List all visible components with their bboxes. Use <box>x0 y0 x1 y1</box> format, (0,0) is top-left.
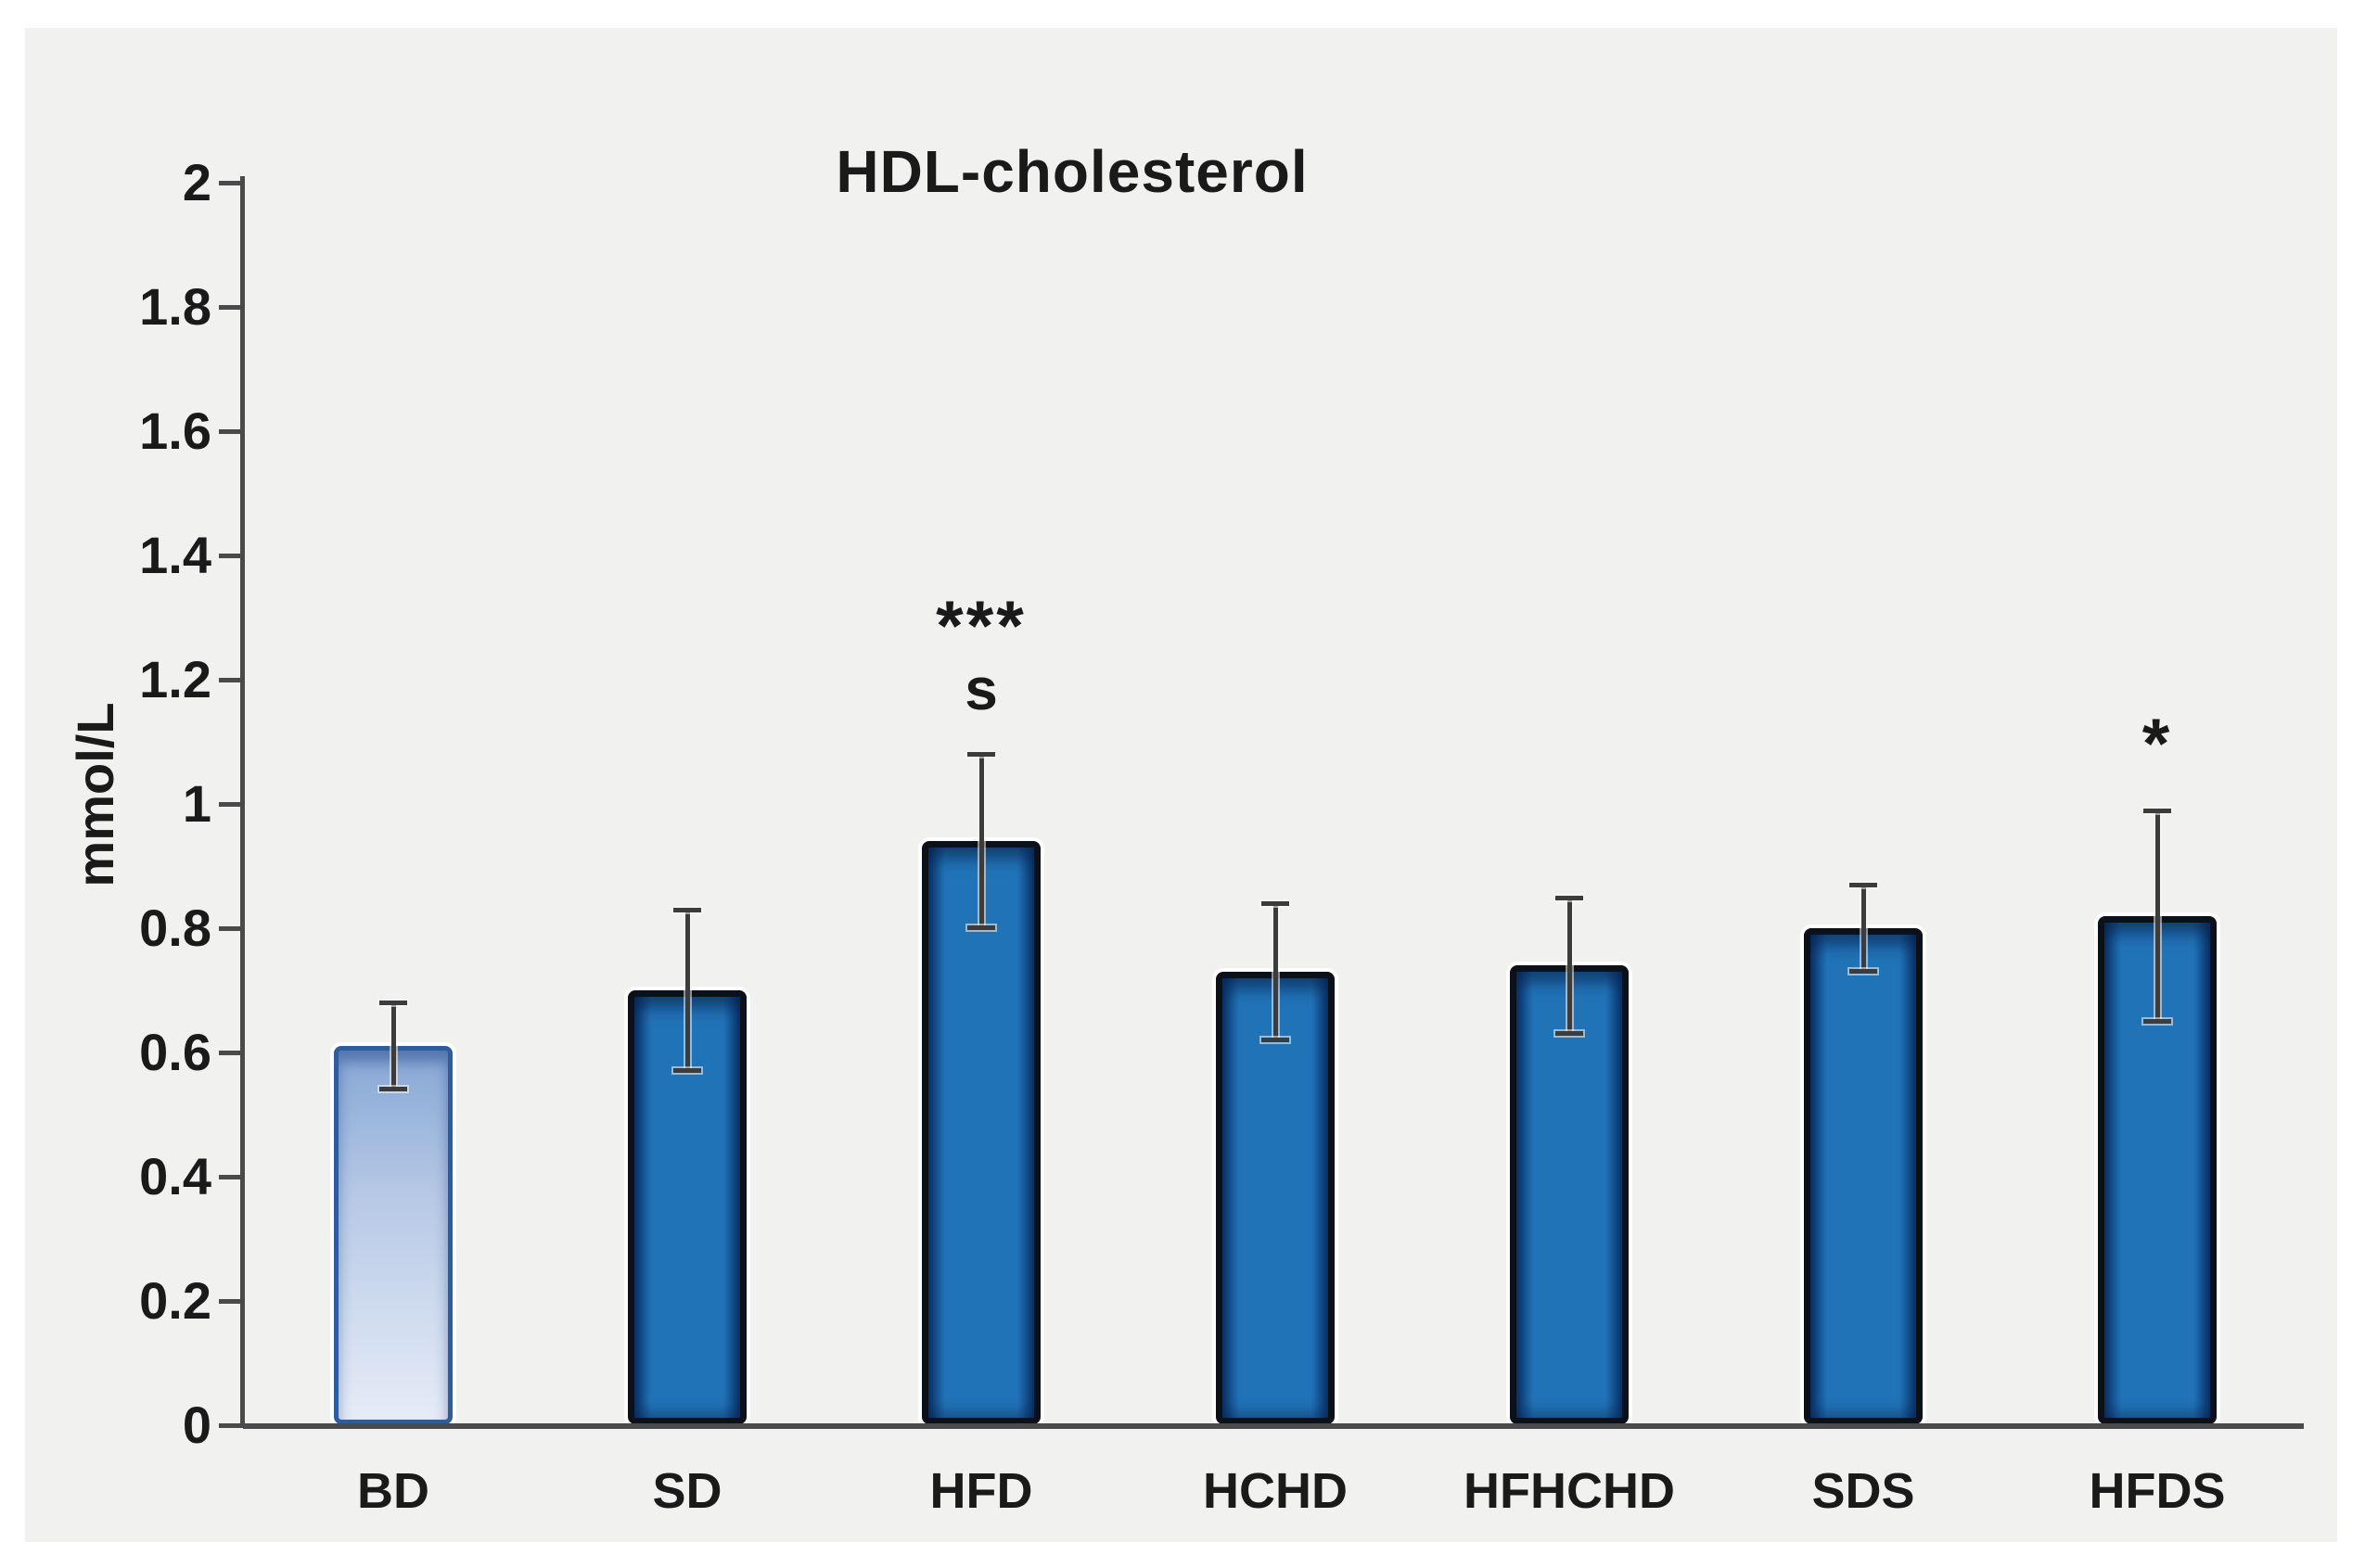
y-tick-label: 1.8 <box>139 277 211 336</box>
error-bar <box>1567 897 1572 1034</box>
y-tick-mark <box>219 554 243 558</box>
x-axis-label-hfds: HFDS <box>2089 1463 2226 1519</box>
error-bar <box>979 754 984 928</box>
y-tick-mark <box>219 1051 243 1055</box>
y-tick-label: 0 <box>182 1396 211 1454</box>
error-bar-top-cap <box>673 907 701 912</box>
x-axis-label-sd: SD <box>652 1463 722 1519</box>
error-bar-bottom-cap <box>1555 1030 1583 1036</box>
error-bar-top-cap <box>379 1001 407 1006</box>
y-tick-label: 1 <box>182 774 211 833</box>
error-bar-top-cap <box>1261 901 1289 907</box>
y-tick-mark <box>219 181 243 185</box>
y-tick-label: 1.2 <box>139 650 211 708</box>
error-bar-bottom-cap <box>379 1087 407 1092</box>
y-tick-label: 0.8 <box>139 899 211 957</box>
significance-marker: * <box>2141 704 2173 784</box>
y-tick-mark <box>219 305 243 310</box>
error-bar-top-cap <box>2143 808 2171 813</box>
error-bar-top-cap <box>1555 895 1583 900</box>
y-tick-mark <box>219 802 243 807</box>
error-bar <box>391 1002 396 1090</box>
error-bar-bottom-cap <box>2143 1018 2171 1024</box>
x-axis-label-hchd: HCHD <box>1203 1463 1348 1519</box>
y-tick-label: 2 <box>182 153 211 211</box>
error-bar <box>1861 885 1866 972</box>
y-tick-label: 1.4 <box>139 526 211 584</box>
error-bar <box>1273 903 1278 1040</box>
y-tick-mark <box>219 678 243 682</box>
x-axis-label-hfd: HFD <box>929 1463 1033 1519</box>
y-tick-mark <box>219 1423 243 1428</box>
bar-hfhchd <box>1510 965 1629 1424</box>
significance-marker: s <box>965 656 998 723</box>
y-tick-mark <box>219 926 243 931</box>
y-tick-mark <box>219 1175 243 1179</box>
y-tick-mark <box>219 429 243 434</box>
bar-bd <box>334 1046 453 1424</box>
x-axis-label-sds: SDS <box>1811 1463 1915 1519</box>
error-bar <box>2155 809 2160 1022</box>
y-tick-label: 1.6 <box>139 402 211 460</box>
error-bar-bottom-cap <box>1261 1037 1289 1042</box>
error-bar-top-cap <box>967 752 995 758</box>
error-bar <box>685 909 690 1072</box>
x-axis-label-bd: BD <box>357 1463 429 1519</box>
y-tick-label: 0.6 <box>139 1023 211 1081</box>
error-bar-bottom-cap <box>1849 968 1877 974</box>
bar-sds <box>1804 928 1923 1424</box>
y-tick-mark <box>219 1299 243 1304</box>
error-bar-top-cap <box>1849 883 1877 888</box>
significance-marker: *** <box>936 587 1027 667</box>
error-bar-bottom-cap <box>967 925 995 930</box>
x-axis-label-hfhchd: HFHCHD <box>1464 1463 1675 1519</box>
y-tick-label: 0.4 <box>139 1147 211 1205</box>
chart-title: HDL-cholesterol <box>836 138 1309 205</box>
x-axis-line <box>243 1423 2304 1429</box>
y-tick-label: 0.2 <box>139 1271 211 1330</box>
error-bar-bottom-cap <box>673 1068 701 1074</box>
